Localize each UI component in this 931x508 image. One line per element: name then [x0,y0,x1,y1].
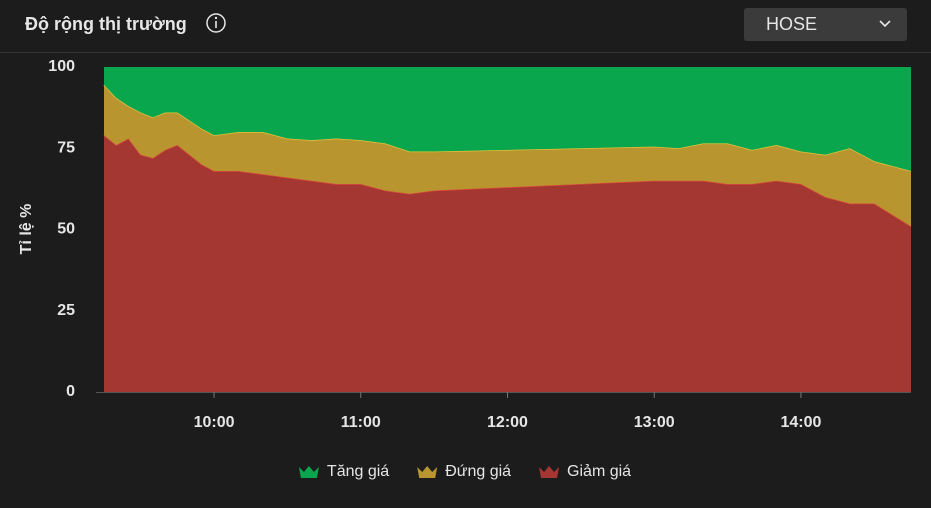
legend-icon [298,466,319,478]
y-axis-label: Tỉ lệ % [18,204,35,255]
y-tick-label: 50 [57,221,75,238]
legend-label: Đứng giá [445,463,511,480]
x-tick-label: 12:00 [487,414,528,431]
legend-icon [417,466,438,478]
legend-icon [539,466,560,478]
y-tick-label: 100 [48,58,75,75]
dropdown-value: HOSE [766,14,817,34]
x-tick-label: 13:00 [634,414,675,431]
dropdown-box [744,8,907,41]
area [104,135,911,392]
dropdown-chevron [879,20,891,28]
legend-label: Tăng giá [327,463,389,480]
x-tick-label: 10:00 [194,414,235,431]
legend-label: Giảm giá [567,463,631,480]
area [104,84,911,227]
legend-item[interactable]: Giảm giá [539,463,631,480]
y-tick-label: 25 [57,302,75,319]
info-icon[interactable] [206,13,226,33]
legend-item[interactable]: Đứng giá [417,463,511,480]
legend: Tăng giá Đứng giá Giảm giá [298,463,631,480]
widget-title: Độ rộng thị trường [25,14,187,34]
legend-item[interactable]: Tăng giá [298,463,389,480]
y-tick-label: 0 [66,383,75,400]
y-tick-label: 75 [57,139,75,156]
info-circle [206,13,226,33]
info-dot [214,16,218,20]
plot: 0 25 50 75 100 10:00 11:00 12:00 13:00 14:00 Tăng … [48,58,912,480]
exchange-dropdown[interactable]: HOSE [744,8,907,41]
area [104,67,911,171]
x-tick-label: 14:00 [780,414,821,431]
x-tick-label: 11:00 [341,414,381,431]
